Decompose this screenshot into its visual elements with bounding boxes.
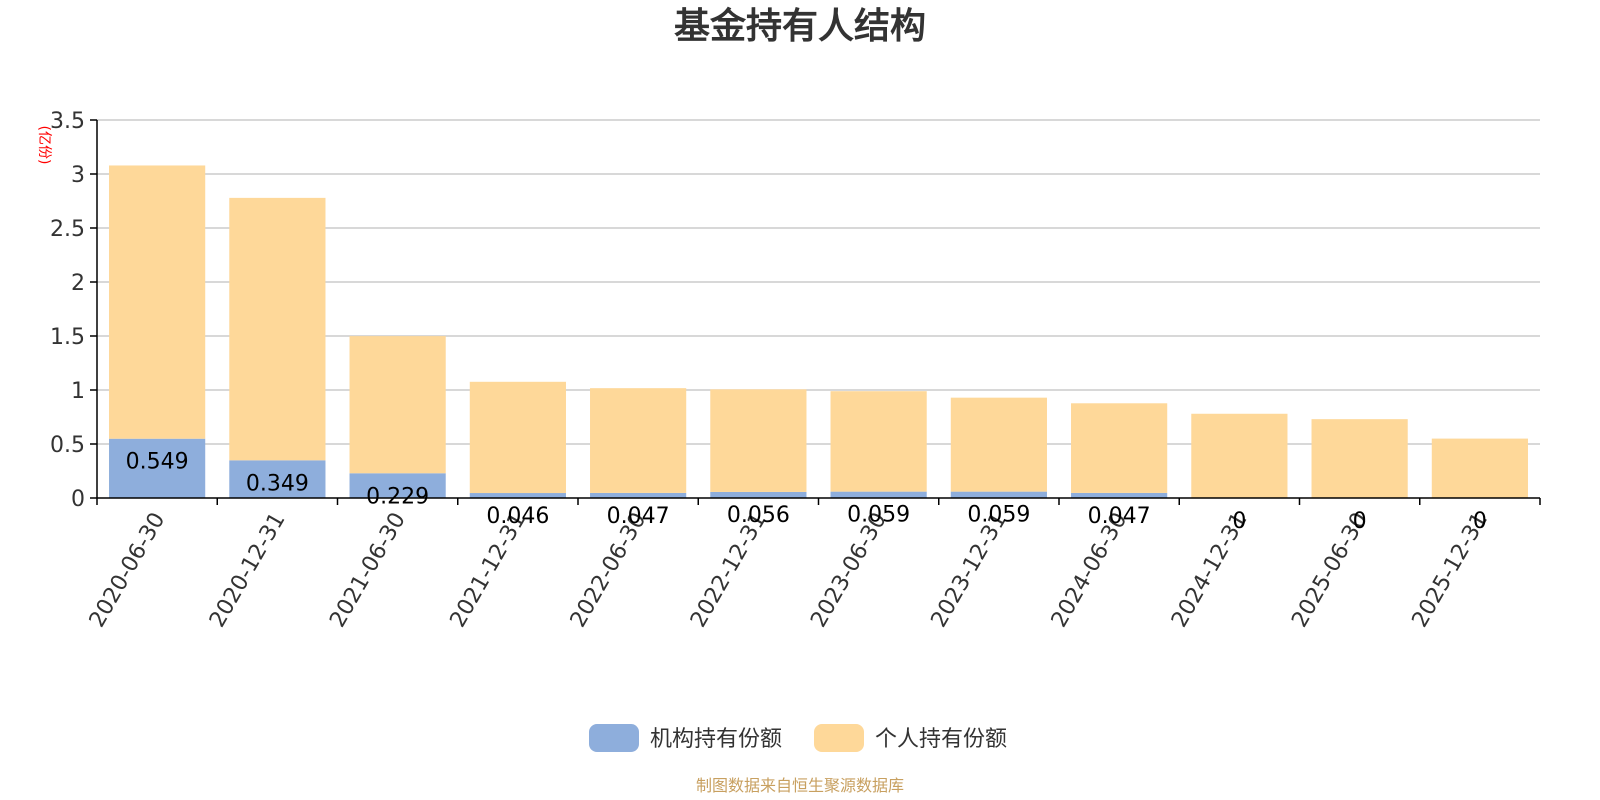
legend-swatch-institutional	[589, 724, 639, 752]
bar-individual	[1191, 413, 1288, 498]
data-label-institutional: 0.047	[1088, 504, 1151, 529]
y-tick-label: 2	[71, 271, 85, 296]
bar-institutional	[229, 460, 326, 498]
bar-individual	[229, 197, 326, 461]
data-label-institutional: 0	[1473, 509, 1487, 534]
data-label-institutional: 0	[1232, 509, 1246, 534]
data-label-institutional: 0.047	[607, 504, 670, 529]
x-tick-label: 2021-06-30	[325, 509, 411, 632]
bar-institutional	[1071, 492, 1168, 498]
bar-institutional	[469, 493, 566, 498]
bar-institutional	[950, 491, 1047, 498]
bar-individual	[1071, 403, 1168, 493]
y-tick-label: 1	[71, 379, 85, 404]
data-label-institutional: 0.229	[366, 484, 429, 509]
bar-institutional	[109, 438, 206, 498]
grid-lines	[97, 119, 1540, 445]
source-note: 制图数据来自恒生聚源数据库	[696, 776, 904, 795]
bar-individual	[590, 388, 687, 493]
bar-institutional	[349, 473, 446, 498]
data-label-institutional: 0.059	[967, 503, 1030, 528]
data-label-institutional: 0.046	[486, 504, 549, 529]
bars	[109, 165, 1528, 498]
data-label-institutional: 0.059	[847, 503, 910, 528]
legend-label-institutional: 机构持有份额	[650, 727, 782, 752]
bar-individual	[469, 381, 566, 494]
bar-institutional	[590, 492, 687, 498]
bar-individual	[349, 336, 446, 474]
legend: 机构持有份额 个人持有份额	[589, 724, 1007, 752]
bar-individual	[1311, 419, 1408, 498]
bar-individual	[109, 165, 206, 439]
y-tick-label: 3.5	[50, 109, 85, 134]
legend-label-individual: 个人持有份额	[875, 727, 1007, 752]
y-tick-label: 0.5	[50, 433, 85, 458]
bar-institutional	[830, 491, 927, 498]
data-labels: 0.549 0.349 0.229 0.046 0.047 0.056 0.059 0.059…	[126, 450, 1487, 534]
bar-individual	[710, 389, 807, 492]
bar-individual	[1431, 438, 1528, 498]
chart-title: 基金持有人结构	[674, 5, 926, 47]
bar-individual	[950, 397, 1047, 492]
y-tick-label: 1.5	[50, 325, 85, 350]
data-label-institutional: 0	[1353, 509, 1367, 534]
data-label-institutional: 0.056	[727, 503, 790, 528]
y-axis-unit-label: (亿份)	[36, 126, 52, 165]
y-tick-label: 0	[71, 487, 85, 512]
bar-individual	[830, 391, 927, 492]
y-tick-label: 2.5	[50, 217, 85, 242]
x-tick-label: 2020-06-30	[85, 509, 171, 632]
x-tick-label: 2020-12-31	[205, 509, 291, 632]
legend-swatch-individual	[814, 724, 864, 752]
bar-institutional	[710, 491, 807, 498]
y-tick-label: 3	[71, 163, 85, 188]
data-label-institutional: 0.349	[246, 471, 309, 496]
data-label-institutional: 0.549	[126, 450, 189, 475]
